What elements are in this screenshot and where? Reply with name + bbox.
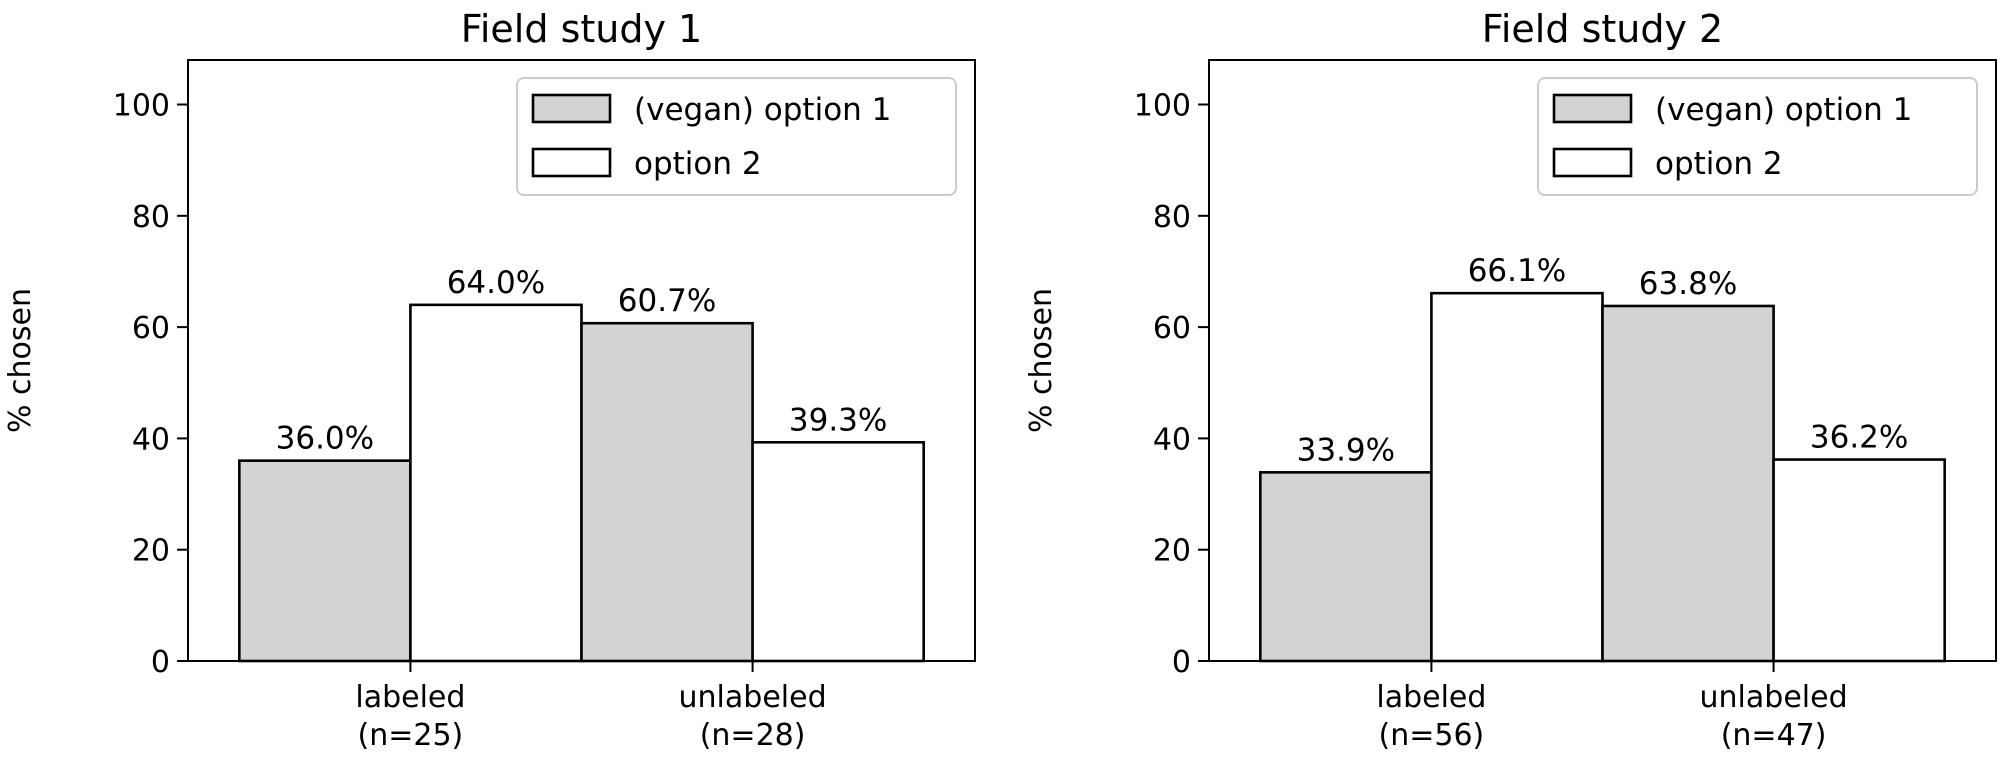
x-tick-label: unlabeled (n=28): [679, 680, 827, 753]
bar-option-1-1: [238, 459, 412, 663]
legend: (vegan) option 1 option 2: [516, 77, 957, 196]
bar-value-label: 36.2%: [1810, 420, 1908, 456]
legend-swatch: [531, 147, 612, 178]
bar-option-2-2: [751, 441, 925, 663]
legend-swatch: [531, 93, 612, 124]
bar-option-2-2: [1772, 458, 1946, 663]
y-axis-label: % chosen: [1024, 288, 1059, 433]
y-tick-label: 100: [113, 89, 170, 124]
y-tick-label: 80: [132, 200, 170, 235]
chart-title: Field study 1: [461, 7, 702, 51]
legend-swatch: [1552, 147, 1633, 178]
y-tick-label: 80: [1153, 200, 1191, 235]
bar-option-2-1: [1430, 291, 1604, 663]
chart-panel-2: Field study 2 33.9% 66.1% 63.8% 36.2% 0 20 40 60…: [1024, 7, 1997, 753]
x-tick-label: unlabeled (n=47): [1700, 680, 1848, 753]
y-tick-label: 60: [1153, 311, 1191, 346]
axes-frame: [1208, 59, 1997, 662]
legend-label: (vegan) option 1: [634, 92, 891, 128]
y-tick-label: 60: [132, 311, 170, 346]
chart-title: Field study 2: [1482, 7, 1723, 51]
bar-value-label: 36.0%: [276, 421, 374, 457]
bar-value-label: 39.3%: [789, 402, 887, 438]
bar-option-2-1: [409, 303, 583, 663]
y-tick-label: 20: [132, 534, 170, 569]
y-tick-label: 20: [1153, 534, 1191, 569]
bar-option-1-2: [580, 321, 754, 663]
bar-option-1-1: [1259, 471, 1433, 663]
legend-box: [516, 77, 957, 196]
y-tick-label: 40: [132, 422, 170, 457]
legend-label: option 2: [634, 146, 762, 182]
x-tick-label: labeled (n=25): [355, 680, 465, 753]
x-tick-label: labeled (n=56): [1376, 680, 1486, 753]
bar-value-label: 66.1%: [1468, 253, 1566, 289]
chart-panel-1: Field study 1 36.0% 64.0% 60.7% 39.3% 0 20 40 60…: [3, 7, 976, 753]
y-tick-label: 100: [1134, 89, 1191, 124]
y-tick-label: 0: [1172, 645, 1191, 680]
bar-value-label: 63.8%: [1639, 266, 1737, 302]
y-tick-label: 40: [1153, 422, 1191, 457]
bar-value-label: 33.9%: [1297, 432, 1395, 468]
bar-value-label: 60.7%: [618, 283, 716, 319]
legend-label: (vegan) option 1: [1655, 92, 1912, 128]
legend-swatch: [1552, 93, 1633, 124]
y-axis-label: % chosen: [3, 288, 38, 433]
axes-frame: [187, 59, 976, 662]
legend: (vegan) option 1 option 2: [1537, 77, 1978, 196]
legend-label: option 2: [1655, 146, 1783, 182]
legend-box: [1537, 77, 1978, 196]
bar-option-1-2: [1601, 304, 1775, 663]
y-tick-label: 0: [151, 645, 170, 680]
bar-value-label: 64.0%: [447, 265, 545, 301]
